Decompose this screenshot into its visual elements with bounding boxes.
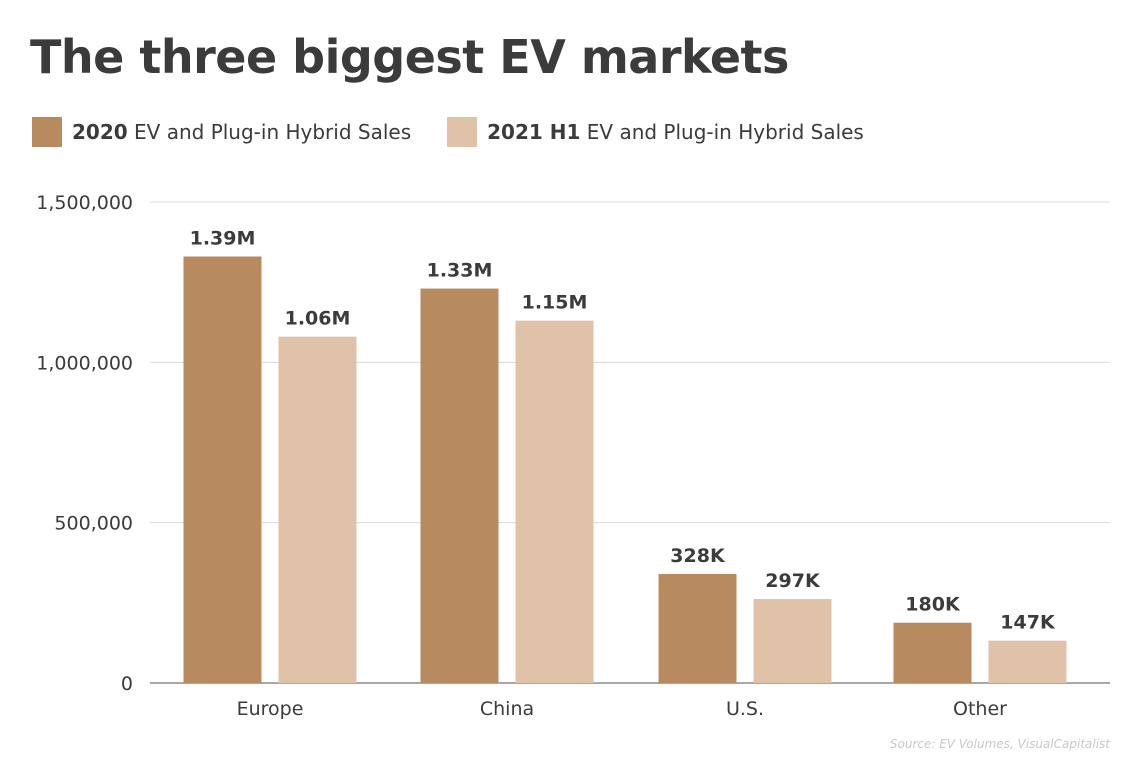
legend-item-2021h1: 2021 H1 EV and Plug-in Hybrid Sales bbox=[447, 117, 864, 147]
x-category-label: Europe bbox=[237, 698, 304, 720]
bar-2021h1 bbox=[515, 320, 594, 683]
legend-label-2021h1-bold: 2021 H1 bbox=[487, 120, 581, 144]
source-note: Source: EV Volumes, VisualCapitalist bbox=[889, 737, 1110, 751]
chart-title: The three biggest EV markets bbox=[30, 30, 789, 84]
bar-2021h1 bbox=[753, 598, 832, 683]
x-category-label: Other bbox=[953, 698, 1007, 720]
data-label: 1.33M bbox=[427, 260, 493, 282]
legend-swatch-2021h1 bbox=[447, 117, 478, 147]
x-category-label: U.S. bbox=[726, 698, 764, 720]
legend-label-2021h1-rest: EV and Plug-in Hybrid Sales bbox=[580, 120, 864, 144]
data-label: 297K bbox=[765, 570, 821, 592]
data-label: 1.06M bbox=[285, 308, 351, 330]
legend-label-2020-rest: EV and Plug-in Hybrid Sales bbox=[127, 120, 412, 144]
legend-item-2020: 2020 EV and Plug-in Hybrid Sales bbox=[32, 117, 411, 147]
data-label: 1.15M bbox=[522, 292, 588, 314]
data-label: 1.39M bbox=[190, 228, 256, 250]
bar-2021h1 bbox=[988, 640, 1067, 683]
legend-label-2021h1: 2021 H1 EV and Plug-in Hybrid Sales bbox=[487, 120, 864, 144]
legend-label-2020-bold: 2020 bbox=[72, 120, 128, 144]
legend-swatch-2020 bbox=[32, 117, 62, 147]
legend: 2020 EV and Plug-in Hybrid Sales 2021 H1… bbox=[32, 117, 900, 147]
bar-2020 bbox=[658, 573, 737, 683]
data-label: 328K bbox=[670, 545, 726, 567]
bar-2020 bbox=[893, 622, 972, 683]
y-tick-label: 500,000 bbox=[54, 513, 133, 535]
y-tick-label: 0 bbox=[121, 673, 133, 695]
x-category-label: China bbox=[480, 698, 534, 720]
legend-label-2020: 2020 EV and Plug-in Hybrid Sales bbox=[72, 120, 411, 144]
bar-2020 bbox=[183, 256, 262, 683]
bar-2020 bbox=[420, 288, 499, 683]
data-label: 147K bbox=[1000, 612, 1056, 634]
y-tick-label: 1,000,000 bbox=[36, 352, 133, 374]
bar-2021h1 bbox=[278, 336, 357, 683]
y-tick-label: 1,500,000 bbox=[36, 192, 133, 214]
data-label: 180K bbox=[905, 594, 961, 616]
